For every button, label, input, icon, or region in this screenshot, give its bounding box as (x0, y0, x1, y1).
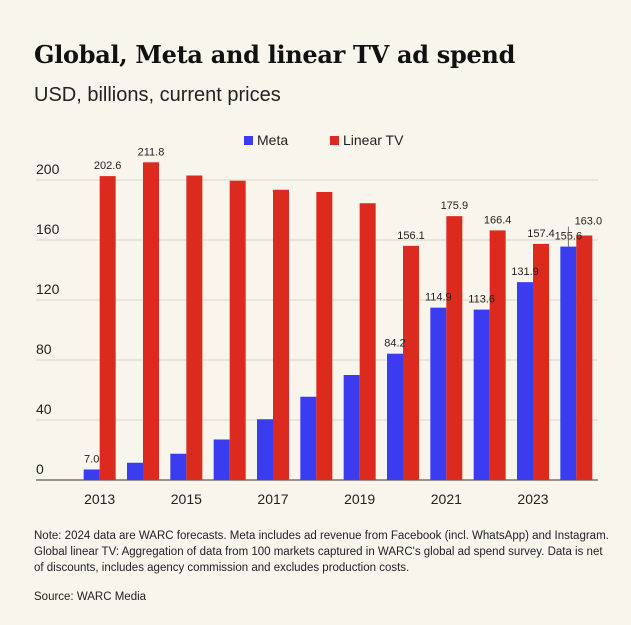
bar-linear-tv-2016 (229, 180, 246, 480)
bar-linear-tv-2018 (316, 192, 333, 480)
data-label-meta-2020: 84.2 (384, 338, 405, 350)
data-label-linear-tv-2023: 157.4 (527, 228, 555, 240)
bar-meta-2016 (213, 439, 230, 480)
legend-swatch (330, 136, 339, 145)
y-tick-label: 40 (36, 401, 52, 417)
legend-label: Meta (257, 132, 288, 148)
data-label-linear-tv-2020: 156.1 (397, 230, 425, 242)
bar-meta-2023 (517, 282, 533, 480)
bar-linear-tv-2019 (359, 203, 376, 480)
bar-linear-tv-2021 (446, 216, 463, 480)
bar-meta-2014 (127, 462, 143, 480)
data-label-linear-tv-2014: 211.8 (138, 146, 165, 158)
data-label-linear-tv-2021: 175.9 (441, 200, 469, 212)
data-label-linear-tv-2022: 166.4 (484, 214, 512, 226)
x-tick-label: 2019 (344, 491, 375, 507)
axis-labels: 0 40 80 120 160 200 2013 2015 2017 2019 2021 2023 (36, 161, 549, 507)
bar-meta-2024 (560, 246, 577, 480)
data-label-meta-2013: 7.0 (84, 454, 99, 466)
chart-note: Note: 2024 data are WARC forecasts. Meta… (34, 530, 609, 574)
bar-linear-tv-2014 (143, 162, 159, 481)
chart-source: Source: WARC Media (34, 591, 147, 603)
bar-linear-tv-2020 (403, 245, 419, 480)
x-tick-label: 2017 (257, 491, 288, 507)
data-label-meta-2023: 131.9 (511, 266, 539, 278)
bar-linear-tv-2023 (533, 243, 549, 480)
data-label-linear-tv-2024: 163.0 (575, 216, 603, 228)
y-tick-label: 80 (36, 341, 52, 357)
data-labels: 7.0 202.6 211.8 84.2 156.1 114.9 175.9 113.6 166… (84, 146, 602, 465)
bar-meta-2022 (473, 309, 490, 480)
x-tick-label: 2021 (431, 491, 462, 507)
y-tick-label: 160 (36, 221, 60, 237)
bar-linear-tv-2022 (489, 230, 506, 480)
data-label-meta-2021: 114.9 (425, 292, 452, 304)
bar-linear-tv-2013 (99, 176, 116, 480)
bar-linear-tv-2017 (273, 189, 289, 480)
chart-title: Global, Meta and linear TV ad spend (34, 40, 516, 69)
legend-label: Linear TV (343, 132, 404, 148)
bar-meta-2019 (343, 375, 360, 480)
bar-linear-tv-2015 (186, 175, 203, 480)
data-label-linear-tv-2013: 202.6 (94, 160, 122, 172)
x-tick-label: 2023 (517, 491, 548, 507)
legend-swatch (244, 136, 253, 145)
bar-meta-2013 (83, 469, 100, 480)
bar-linear-tv-2024 (576, 235, 593, 480)
bar-chart: 7.0 202.6 211.8 84.2 156.1 114.9 175.9 113.6 166… (36, 132, 602, 507)
bar-meta-2017 (257, 419, 273, 480)
y-tick-label: 200 (36, 161, 60, 177)
bar-meta-2015 (170, 453, 187, 480)
chart-subtitle: USD, billions, current prices (34, 84, 281, 106)
x-tick-label: 2013 (84, 491, 115, 507)
data-label-meta-2022: 113.6 (468, 294, 495, 306)
bar-meta-2021 (430, 307, 447, 480)
y-tick-label: 0 (36, 461, 44, 477)
x-tick-label: 2015 (171, 491, 202, 507)
bar-meta-2018 (300, 396, 317, 480)
y-tick-label: 120 (36, 281, 60, 297)
bar-meta-2020 (387, 353, 403, 480)
bars (83, 162, 593, 481)
legend: Meta Linear TV (244, 132, 404, 148)
